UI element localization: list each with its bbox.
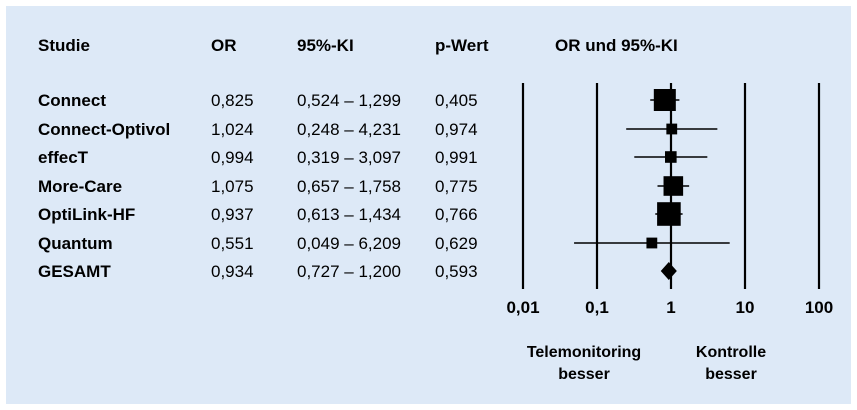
direction-left-line2: besser [558,366,610,383]
direction-left-line1: Telemonitoring [526,344,642,361]
study-estimate-square [657,202,681,226]
row-ci-value: 0,613 – 1,434 [297,205,401,224]
row-p-value: 0,593 [435,262,478,281]
row-study-name: GESAMT [38,262,111,281]
row-ci-value: 0,049 – 6,209 [297,234,401,253]
row-p-value: 0,629 [435,234,478,253]
direction-label-right: Kontrolle besser [696,342,766,386]
row-ci-value: 0,727 – 1,200 [297,262,401,281]
row-ci-value: 0,657 – 1,758 [297,177,401,196]
pooled-estimate-diamond [660,262,677,280]
row-study-name: Quantum [38,234,113,253]
row-p-value: 0,775 [435,177,478,196]
row-or-value: 0,551 [211,234,254,253]
header-plot: OR und 95%-KI [555,36,678,55]
study-estimate-square [653,89,676,111]
header-p: p-Wert [435,36,489,55]
row-or-value: 0,994 [211,148,254,167]
row-ci-value: 0,248 – 4,231 [297,120,401,139]
direction-right-line2: besser [705,366,757,383]
x-tick-label: 0,01 [506,298,540,317]
header-or: OR [211,36,237,55]
direction-right-line1: Kontrolle [695,344,767,361]
row-ci-value: 0,319 – 3,097 [297,148,401,167]
study-estimate-square [663,176,684,196]
row-or-value: 0,937 [211,205,254,224]
x-tick-label: 100 [804,298,834,317]
row-p-value: 0,991 [435,148,478,167]
header-ci: 95%-KI [297,36,354,55]
row-p-value: 0,405 [435,91,478,110]
study-estimate-square [666,123,678,135]
row-or-value: 1,024 [211,120,254,139]
row-study-name: Connect [38,91,106,110]
x-tick-label: 1 [666,298,676,317]
direction-label-left: Telemonitoring besser [527,342,641,386]
row-or-value: 0,825 [211,91,254,110]
figure-panel [6,6,851,404]
row-study-name: Connect-Optivol [38,120,171,139]
row-p-value: 0,974 [435,120,478,139]
study-estimate-square [646,237,658,249]
row-or-value: 0,934 [211,262,254,281]
x-tick-label: 10 [735,298,755,317]
row-or-value: 1,075 [211,177,254,196]
row-p-value: 0,766 [435,205,478,224]
row-ci-value: 0,524 – 1,299 [297,91,401,110]
header-study: Studie [38,36,90,55]
x-tick-label: 0,1 [585,298,609,317]
row-study-name: More-Care [38,177,123,196]
study-estimate-square [665,151,677,163]
row-study-name: effecT [38,148,89,167]
row-study-name: OptiLink-HF [38,205,136,224]
